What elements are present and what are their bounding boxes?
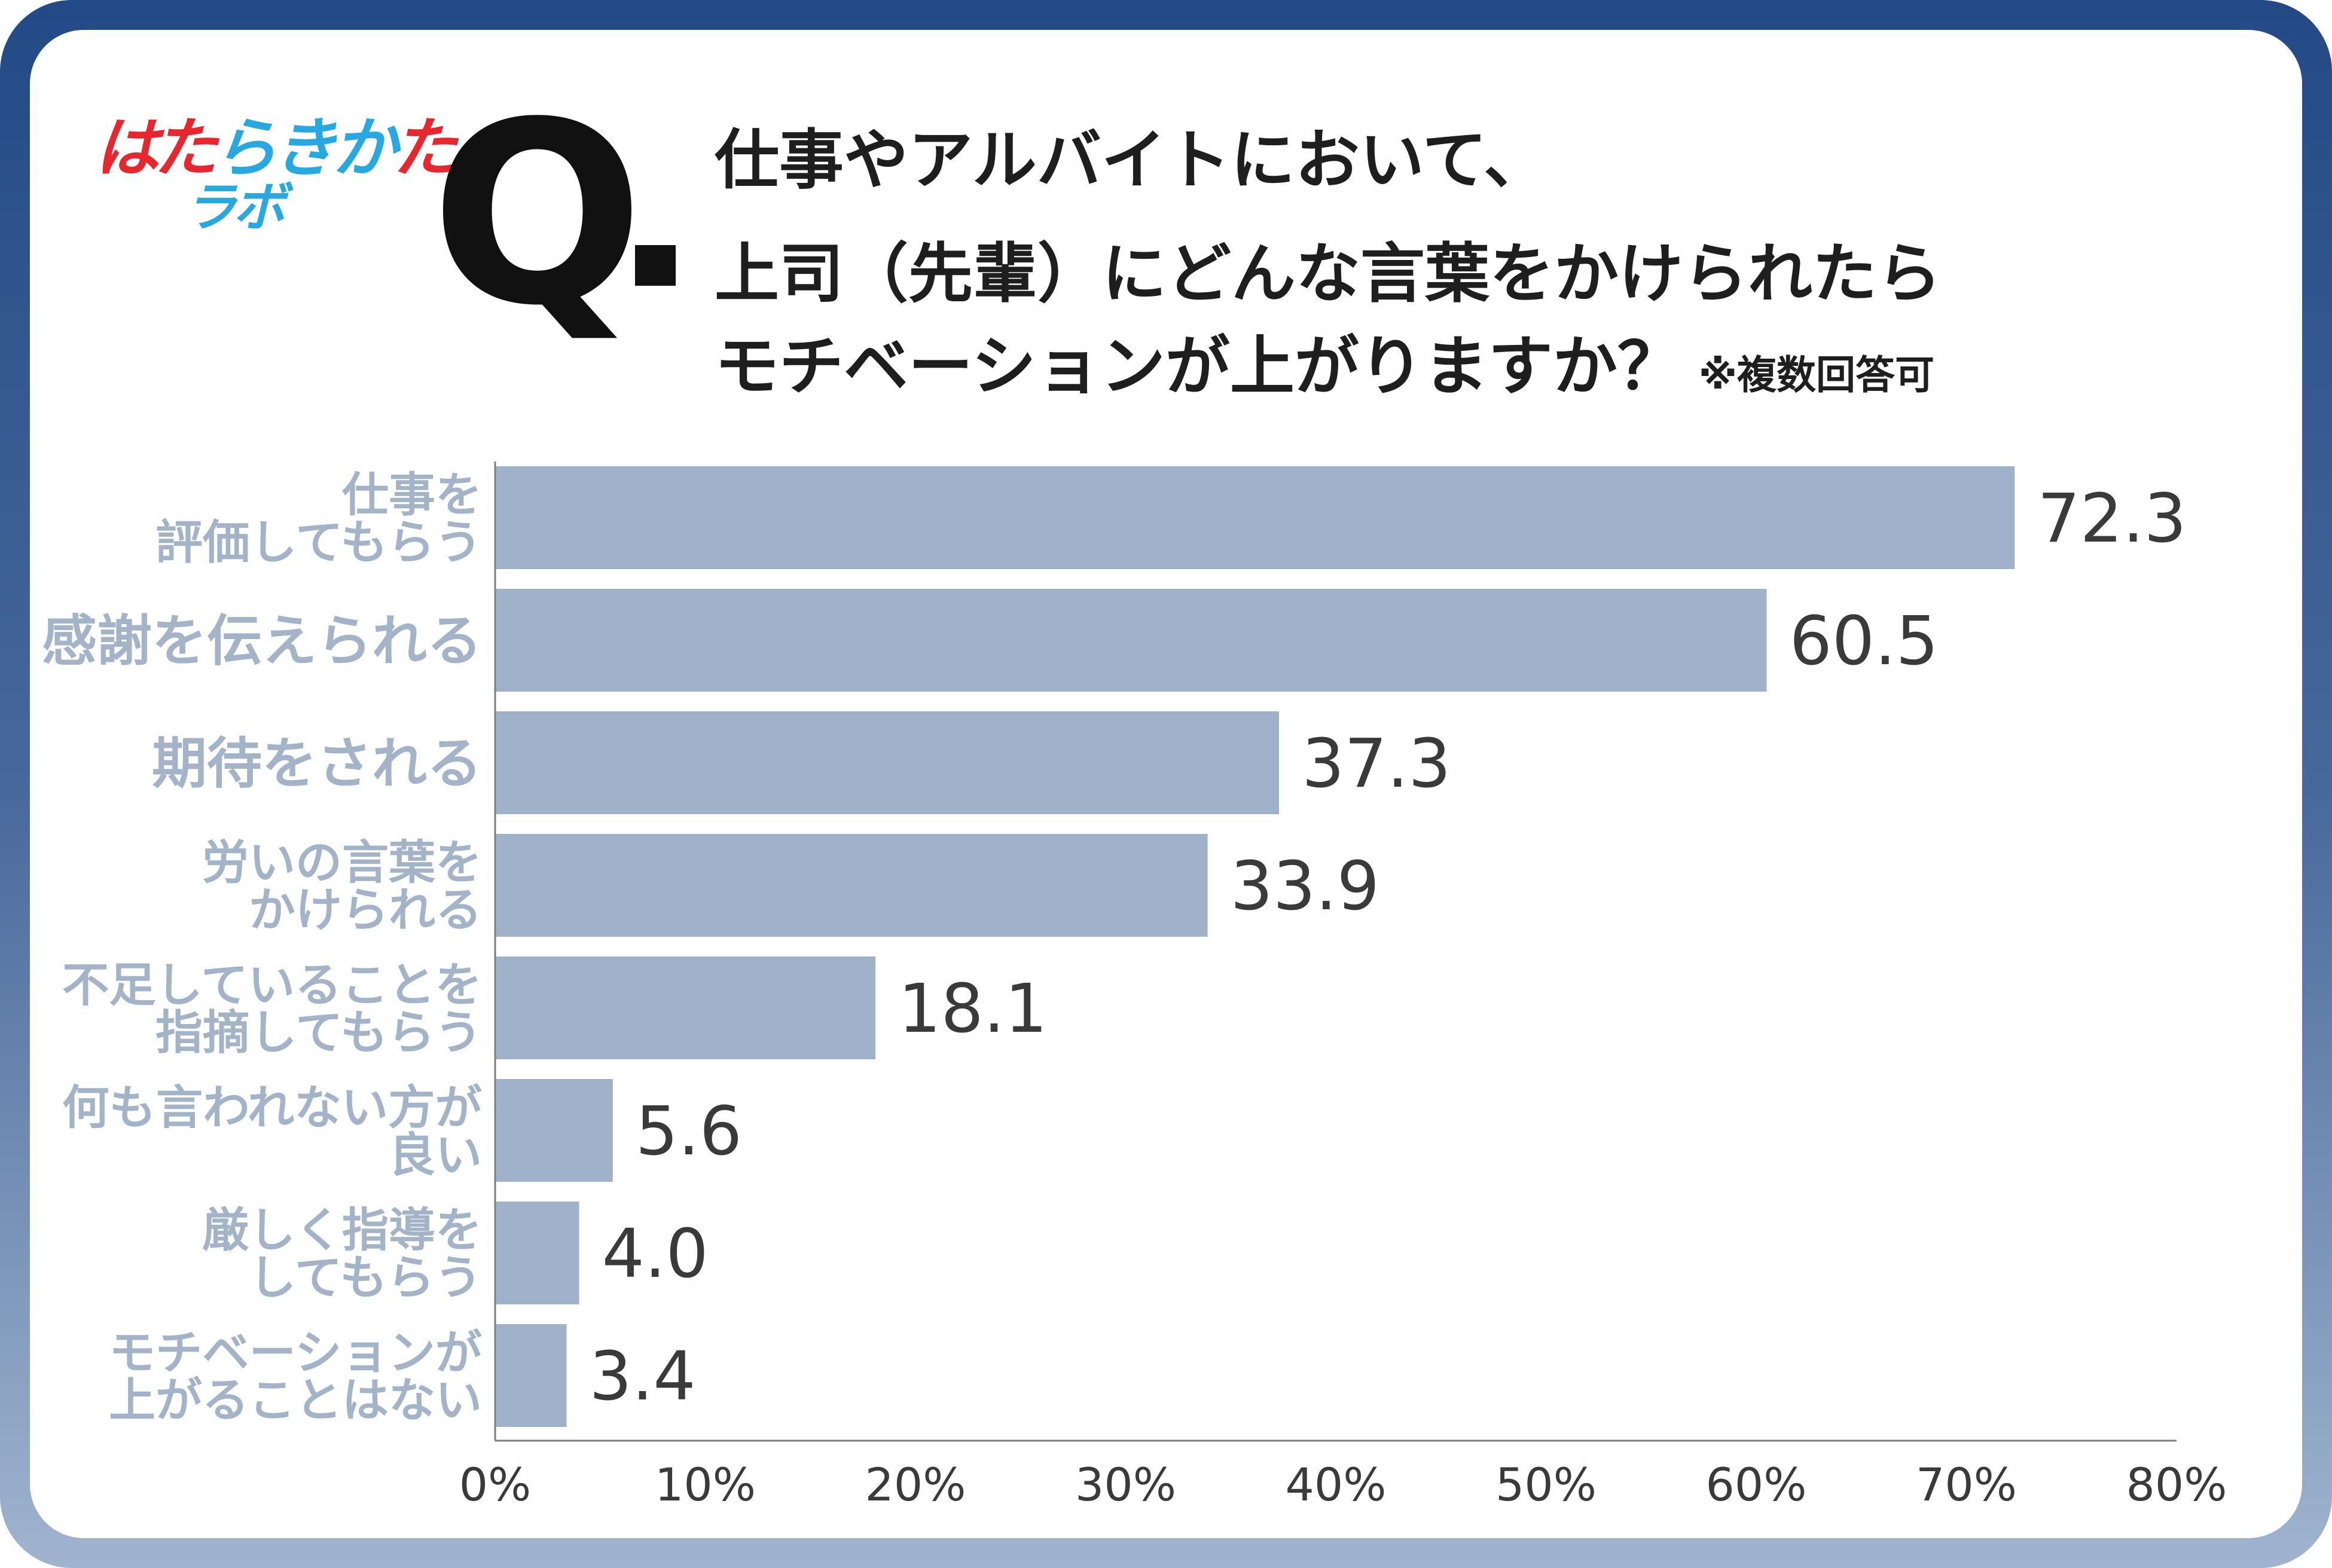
value-label: 37.3	[1302, 725, 1451, 803]
category-label: してもらう	[249, 1251, 482, 1305]
category-label: 期待をされる	[152, 732, 482, 796]
bar	[495, 834, 1208, 937]
value-label: 4.0	[602, 1215, 709, 1293]
category-label: 良い	[389, 1129, 482, 1182]
category-label: 評価してもらう	[155, 516, 482, 570]
category-label: 指摘してもらう	[155, 1006, 482, 1060]
category-label: 労いの言葉を	[202, 836, 482, 890]
category-label: 仕事を	[342, 468, 482, 522]
category-label: かけられる	[249, 884, 482, 937]
logo-char: た	[392, 111, 457, 186]
bar	[495, 589, 1767, 692]
value-label: 3.4	[590, 1338, 696, 1416]
category-label: 厳しく指導を	[202, 1203, 482, 1257]
x-tick-label: 30%	[1075, 1458, 1176, 1511]
value-label: 60.5	[1790, 603, 1939, 680]
x-tick-label: 40%	[1286, 1458, 1387, 1511]
category-label: 上がることはない	[109, 1374, 482, 1428]
x-tick-label: 10%	[655, 1458, 756, 1511]
category-label: 不足していることを	[62, 958, 482, 1012]
value-label: 5.6	[636, 1093, 742, 1170]
bar	[495, 466, 2015, 569]
bar	[495, 1202, 579, 1304]
category-label: モチベーションが	[109, 1326, 482, 1380]
logo-char: ら	[212, 111, 277, 186]
logo-char: は	[94, 111, 158, 186]
bar	[495, 956, 876, 1059]
question-mark-q: Q	[431, 69, 645, 361]
bar	[495, 711, 1280, 814]
value-label: 33.9	[1231, 848, 1379, 925]
x-tick-label: 80%	[2126, 1458, 2227, 1511]
logo-char: か	[332, 111, 397, 186]
x-tick-label: 60%	[1706, 1458, 1807, 1511]
category-label: 感謝を伝えられる	[42, 609, 482, 673]
category-label: 何も言われない方が	[62, 1081, 482, 1135]
value-label: 18.1	[898, 970, 1047, 1048]
logo: はたらきかた ラボ	[94, 117, 457, 238]
x-tick-label: 0%	[459, 1458, 532, 1511]
multiple-answer-note: ※複数回答可	[1698, 352, 1935, 398]
x-tick-label: 50%	[1495, 1458, 1597, 1511]
x-tick-label: 20%	[865, 1458, 966, 1511]
logo-char: き	[272, 111, 337, 186]
question-line-2: 上司（先輩）にどんな言葉をかけられたら	[715, 237, 1942, 311]
question-line-1: 仕事やアルバイトにおいて、	[715, 123, 1549, 198]
bar	[495, 1079, 613, 1182]
question-line-3: モチベーションが上がりますか？ ※複数回答可	[715, 335, 1934, 399]
logo-line-2: ラボ	[184, 176, 286, 238]
question-line-3-text: モチベーションが上がりますか？	[715, 329, 1682, 404]
logo-char: た	[152, 111, 218, 186]
x-tick-label: 70%	[1916, 1458, 2017, 1511]
value-label: 72.3	[2037, 480, 2186, 558]
logo-line-1: はたらきかた	[94, 117, 457, 181]
bar	[495, 1324, 567, 1427]
question-dot	[635, 245, 676, 286]
